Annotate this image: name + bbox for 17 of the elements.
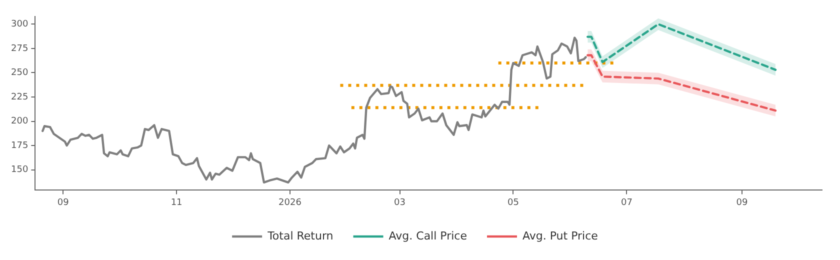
y-tick-label: 175 bbox=[10, 140, 28, 151]
x-tick-label: 11 bbox=[170, 198, 182, 208]
y-tick-label: 225 bbox=[10, 92, 28, 102]
x-tick-label: 03 bbox=[394, 198, 406, 208]
y-tick-label: 275 bbox=[10, 44, 28, 54]
y-tick-label: 300 bbox=[10, 20, 28, 30]
x-tick-label: 09 bbox=[57, 198, 70, 208]
y-tick-label: 200 bbox=[10, 116, 28, 127]
y-tick-label: 150 bbox=[10, 165, 28, 176]
y-tick-label: 250 bbox=[10, 68, 28, 78]
legend-label: Total Return bbox=[266, 229, 334, 242]
x-tick-label: 09 bbox=[736, 198, 748, 208]
x-tick-label: 2026 bbox=[278, 198, 302, 208]
x-tick-label: 05 bbox=[507, 198, 519, 208]
legend-label: Avg. Put Price bbox=[522, 229, 598, 242]
legend-label: Avg. Call Price bbox=[388, 229, 468, 242]
x-tick-label: 07 bbox=[620, 198, 632, 208]
